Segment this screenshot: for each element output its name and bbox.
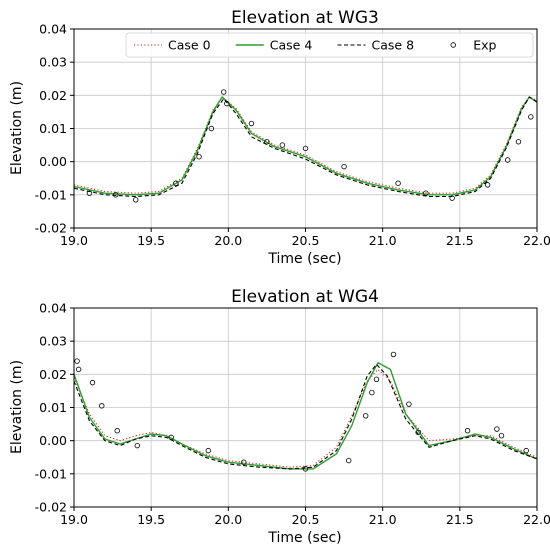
x-tick-label: 22.0 xyxy=(523,233,550,248)
x-axis-label: Time (sec) xyxy=(267,251,341,267)
legend-label-exp: Exp xyxy=(473,38,496,53)
data-point-exp xyxy=(196,153,202,160)
x-tick-label: 21.5 xyxy=(446,512,474,527)
data-point-exp xyxy=(112,192,119,198)
data-point-exp xyxy=(133,197,139,203)
data-point-exp xyxy=(515,139,522,145)
data-point-exp xyxy=(449,195,455,201)
y-tick-label: 0.00 xyxy=(39,433,67,448)
legend-label-case-0: Case 0 xyxy=(168,38,211,53)
data-point-exp xyxy=(498,432,505,439)
data-point-exp xyxy=(89,379,96,386)
x-tick-label: 19.5 xyxy=(137,512,165,527)
y-tick-label: -0.02 xyxy=(35,221,67,236)
grid xyxy=(73,307,538,508)
data-point-exp xyxy=(346,457,352,464)
data-point-exp xyxy=(208,125,215,132)
series-line-case-4 xyxy=(73,96,538,196)
data-point-exp xyxy=(484,182,491,188)
tick-labels: 19.0 19.5 20.0 20.5 21.0 21.5 22.0 -0.02 -0.01 0.… xyxy=(35,301,550,528)
y-tick-label: -0.02 xyxy=(35,500,67,515)
y-tick-label: 0.01 xyxy=(39,400,67,415)
x-tick-label: 19.0 xyxy=(60,233,88,248)
chart-wg4: Elevation at WG4 19.0 19.5 20.0 20.5 21.0 21.… xyxy=(9,287,550,546)
data-point-exp xyxy=(528,114,534,120)
series-line-case-0 xyxy=(73,96,538,194)
y-axis-label: Elevation (m) xyxy=(9,360,25,454)
legend-label-case-8: Case 8 xyxy=(372,38,415,53)
data-point-exp xyxy=(504,157,511,163)
data-point-exp xyxy=(241,459,247,465)
legend-swatch-exp xyxy=(450,42,456,48)
data-point-exp xyxy=(302,466,309,472)
data-point-exp xyxy=(264,139,270,145)
data-point-exp xyxy=(221,89,227,95)
data-layer xyxy=(73,351,538,472)
data-point-exp xyxy=(99,403,105,409)
grid xyxy=(73,28,538,229)
x-tick-label: 19.0 xyxy=(60,512,88,527)
data-point-exp xyxy=(75,366,82,373)
data-point-exp xyxy=(406,401,412,407)
data-point-exp xyxy=(464,428,471,434)
data-point-exp xyxy=(369,389,375,396)
legend-box xyxy=(125,32,534,58)
data-point-exp xyxy=(523,447,529,454)
y-tick-label: 0.03 xyxy=(39,334,67,349)
tick-labels: 19.0 19.5 20.0 20.5 21.0 21.5 22.0 -0.02 -0.01 0.… xyxy=(35,22,550,249)
data-point-exp xyxy=(224,100,230,107)
data-point-exp xyxy=(173,180,179,186)
data-point-exp xyxy=(373,376,380,383)
y-tick-label: 0.02 xyxy=(39,367,67,382)
x-tick-label: 19.5 xyxy=(137,233,165,248)
y-tick-label: -0.01 xyxy=(35,187,67,202)
data-point-exp xyxy=(302,145,309,152)
x-tick-label: 20.5 xyxy=(292,233,320,248)
data-point-exp xyxy=(168,434,174,441)
data-point-exp xyxy=(423,190,429,196)
data-point-exp xyxy=(279,142,286,148)
data-point-exp xyxy=(74,358,80,364)
data-point-exp xyxy=(248,120,255,127)
data-layer xyxy=(73,89,538,203)
x-tick-label: 20.5 xyxy=(292,512,320,527)
chart-title: Elevation at WG3 xyxy=(231,8,379,28)
data-point-exp xyxy=(395,180,401,186)
data-point-exp xyxy=(205,447,211,454)
legend-label-case-4: Case 4 xyxy=(270,38,313,53)
x-tick-label: 20.0 xyxy=(214,233,242,248)
x-tick-label: 21.0 xyxy=(369,233,397,248)
series-line-case-8 xyxy=(73,363,538,470)
data-point-exp xyxy=(415,429,421,436)
legend: Case 0 Case 4 Case 8 Exp xyxy=(125,32,534,58)
series-line-case-0 xyxy=(73,368,538,468)
chart-wg3: Elevation at WG3 19.0 19.5 20.0 20.5 21.0 21.… xyxy=(9,8,550,267)
y-tick-label: 0.01 xyxy=(39,121,67,136)
series-line-case-8 xyxy=(73,96,538,198)
x-tick-label: 20.0 xyxy=(214,512,242,527)
data-point-exp xyxy=(341,163,347,170)
y-tick-label: 0.00 xyxy=(39,154,67,169)
y-tick-label: 0.04 xyxy=(39,301,67,316)
y-tick-label: -0.01 xyxy=(35,466,67,481)
data-point-exp xyxy=(494,426,500,432)
x-tick-label: 21.5 xyxy=(446,233,474,248)
x-axis-label: Time (sec) xyxy=(267,530,341,546)
data-point-exp xyxy=(362,413,369,419)
x-tick-label: 21.0 xyxy=(369,512,397,527)
data-point-exp xyxy=(114,428,120,434)
y-tick-label: 0.03 xyxy=(39,55,67,70)
data-point-exp xyxy=(134,442,140,449)
y-tick-label: 0.02 xyxy=(39,88,67,103)
data-point-exp xyxy=(390,351,397,358)
y-tick-label: 0.04 xyxy=(39,22,67,37)
x-tick-label: 22.0 xyxy=(523,512,550,527)
data-point-exp xyxy=(86,190,93,196)
chart-title: Elevation at WG4 xyxy=(231,287,379,307)
y-axis-label: Elevation (m) xyxy=(9,81,25,175)
